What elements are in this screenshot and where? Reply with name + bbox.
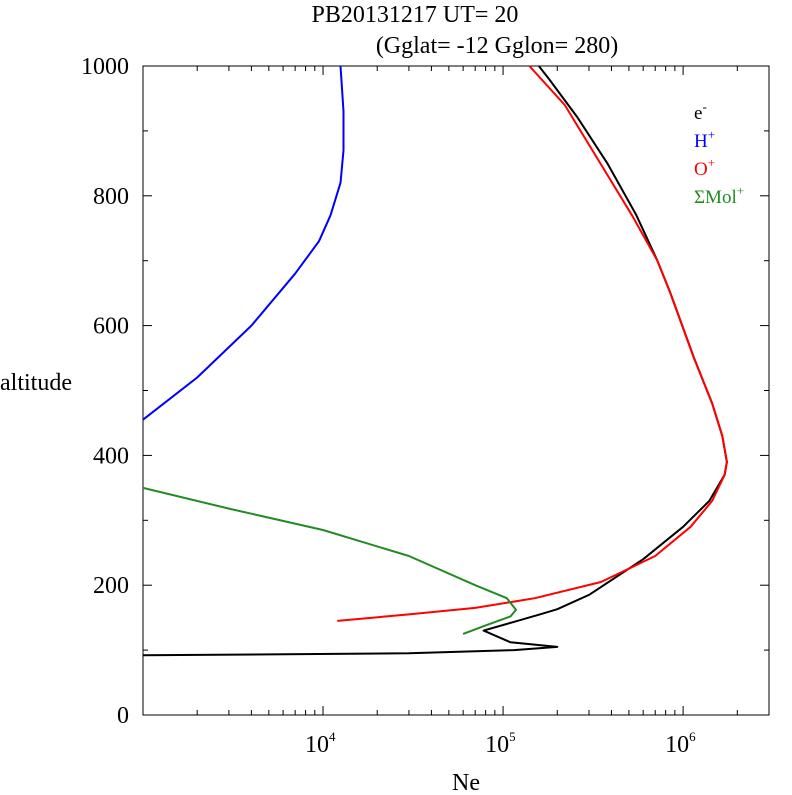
y-tick-label: 200 (93, 573, 129, 599)
series-lines (142, 65, 728, 657)
y-tick-label: 1000 (81, 54, 129, 80)
legend-entry: O+ (694, 155, 715, 180)
legend-entry: ΣMol+ (694, 183, 744, 208)
legend-entry: H+ (694, 127, 715, 152)
x-tick-label: 104 (305, 729, 336, 758)
legend: e- H+ O+ ΣMol+ (694, 99, 744, 208)
series-line-Mol (142, 486, 517, 635)
y-tick-label: 600 (93, 314, 129, 340)
x-tick-label: 105 (485, 729, 516, 758)
axis-ticks (142, 65, 770, 716)
series-line-e (142, 65, 728, 657)
x-axis-label: Ne (452, 770, 480, 795)
y-tick-label: 400 (93, 443, 129, 469)
chart-title-line2: (Gglat= -12 Gglon= 280) (376, 33, 618, 59)
y-tick-label: 0 (117, 703, 129, 729)
y-tick-labels: 0 200 400 600 800 1000 (81, 54, 129, 729)
legend-entry: e- (694, 99, 707, 124)
series-line-H (142, 65, 345, 421)
chart-title-line1: PB20131217 UT= 20 (312, 2, 519, 28)
series-line-O (337, 65, 728, 622)
x-tick-labels: 104 105 106 (305, 729, 696, 758)
plot-frame (142, 65, 770, 716)
x-tick-label: 106 (665, 729, 696, 758)
y-tick-label: 800 (93, 184, 129, 210)
y-axis-label: altitude (0, 370, 72, 396)
